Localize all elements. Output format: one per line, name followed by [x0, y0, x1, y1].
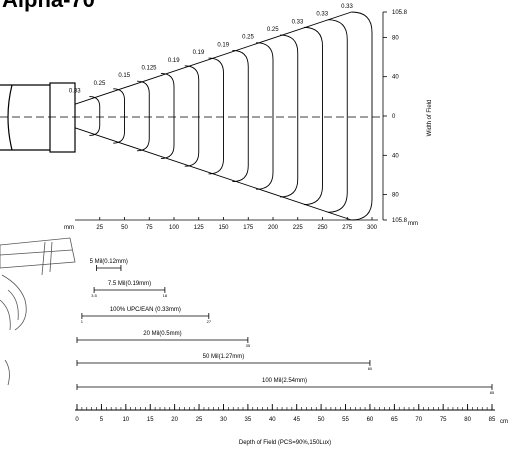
x-tick-label: 300	[367, 225, 378, 231]
range-end: 85	[490, 390, 495, 395]
depth-tick-label: 85	[489, 417, 496, 423]
depth-tick-label: 75	[440, 417, 447, 423]
x-tick-label: 75	[146, 225, 153, 231]
depth-tick-label: 0	[75, 417, 79, 423]
y-tick-label: 40	[392, 153, 399, 159]
field-curve	[351, 11, 373, 221]
range-end: 35	[246, 343, 251, 348]
y-tick-label: 80	[392, 193, 399, 199]
y-tick-label: 80	[392, 35, 399, 41]
curve-label: 0.33	[316, 12, 328, 18]
x-tick-label: 275	[342, 225, 353, 231]
depth-tick-label: 45	[293, 417, 300, 423]
x-tick-label: 125	[194, 225, 205, 231]
depth-tick-label: 10	[122, 417, 129, 423]
x-tick-label: 225	[293, 225, 304, 231]
range-label: 20 Mil(0.5mm)	[143, 331, 181, 337]
x-unit-left: mm	[64, 225, 74, 231]
curve-label: 0.25	[267, 27, 279, 33]
x-tick-label: 25	[96, 225, 103, 231]
depth-tick-label: 50	[318, 417, 325, 423]
x-tick-label: 150	[218, 225, 229, 231]
field-curve	[280, 34, 299, 198]
x-tick-label: 175	[243, 225, 254, 231]
y-axis-title: Width of Field	[427, 100, 433, 137]
depth-tick-label: 5	[100, 417, 104, 423]
depth-tick-label: 60	[367, 417, 374, 423]
curve-label: 0.25	[94, 81, 106, 87]
depth-tick-label: 80	[464, 417, 471, 423]
depth-tick-label: 20	[171, 417, 178, 423]
depth-tick-label: 40	[269, 417, 276, 423]
hand-sketch	[0, 237, 76, 386]
field-curve	[160, 73, 175, 159]
range-end: 27	[207, 319, 212, 324]
curve-label: 0.15	[118, 73, 130, 79]
x-unit-right: mm	[408, 221, 418, 227]
field-curve	[303, 26, 323, 206]
curve-label: 0.33	[69, 89, 81, 95]
field-curve	[256, 42, 274, 190]
range-label: 50 Mil(1.27mm)	[203, 354, 245, 360]
field-curve	[113, 88, 125, 144]
field-curve	[327, 19, 348, 213]
y-tick-label: 40	[392, 75, 399, 81]
range-label: 5 Mil(0.12mm)	[90, 259, 128, 265]
curve-label: 0.19	[193, 50, 205, 56]
curve-label: 0.125	[141, 65, 157, 71]
depth-tick-label: 15	[147, 417, 154, 423]
depth-unit: cm	[500, 419, 508, 425]
field-curve	[89, 96, 101, 136]
x-tick-label: 200	[268, 225, 279, 231]
curve-label: 0.25	[242, 35, 254, 41]
field-curve	[184, 65, 200, 167]
depth-tick-label: 55	[342, 417, 349, 423]
depth-caption: Depth of Field (PCS=90%,150Lux)	[239, 440, 331, 446]
scanner-head	[0, 82, 76, 153]
depth-tick-label: 30	[220, 417, 227, 423]
curve-label: 0.19	[217, 42, 229, 48]
depth-tick-label: 65	[391, 417, 398, 423]
x-tick-label: 250	[317, 225, 328, 231]
range-start: 1	[81, 319, 84, 324]
curve-label: 0.33	[341, 4, 353, 10]
field-curve	[208, 57, 224, 175]
field-curve	[232, 49, 249, 183]
title: Alpha-70	[2, 0, 95, 12]
y-tick-label: 0	[392, 114, 396, 120]
curve-label: 0.19	[168, 58, 180, 64]
depth-tick-label: 25	[196, 417, 203, 423]
depth-tick-label: 70	[415, 417, 422, 423]
field-curve	[137, 80, 150, 152]
x-tick-label: 50	[121, 225, 128, 231]
range-label: 7.5 Mil(0.19mm)	[108, 281, 151, 287]
range-start: 3.5	[91, 293, 97, 298]
range-label: 100% UPC/EAN (0.33mm)	[110, 307, 181, 313]
range-end: 18	[163, 293, 168, 298]
depth-tick-label: 35	[245, 417, 252, 423]
curve-label: 0.33	[292, 19, 304, 25]
range-label: 100 Mil(2.54mm)	[262, 378, 307, 384]
cone-edge	[74, 127, 352, 221]
range-end: 60	[368, 366, 373, 371]
y-tick-label: 105.8	[392, 10, 408, 16]
y-tick-label: 105.8	[392, 218, 408, 224]
cone-edge	[74, 11, 352, 105]
x-tick-label: 100	[169, 225, 180, 231]
